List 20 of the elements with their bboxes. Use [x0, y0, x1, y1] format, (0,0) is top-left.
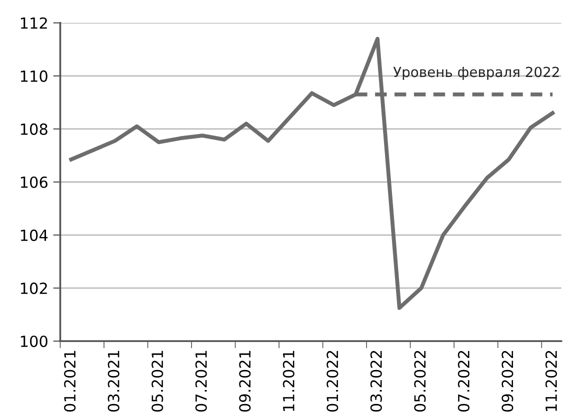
y-tick-label: 110: [20, 70, 48, 82]
x-tick-label: 07.2022: [458, 350, 470, 412]
x-tick-label: 03.2021: [108, 350, 120, 412]
x-tick-label: 05.2022: [414, 350, 426, 412]
y-tick-label: 100: [20, 336, 48, 348]
y-tick-label: 108: [20, 123, 48, 135]
y-tick-label: 112: [20, 17, 47, 29]
x-tick-label: 09.2021: [239, 350, 251, 412]
y-tick-label: 106: [20, 176, 48, 188]
x-tick-label: 09.2022: [502, 350, 514, 412]
y-tick-label: 104: [20, 230, 48, 242]
y-tick-label: 102: [20, 282, 47, 294]
x-tick-label: 07.2021: [195, 350, 207, 412]
x-tick-label: 03.2022: [370, 350, 382, 412]
x-tick-label: 11.2021: [282, 350, 294, 411]
series-label: Уровень февраля 2022: [393, 66, 559, 80]
x-tick-label: 01.2021: [64, 350, 76, 412]
x-tick-label: 11.2022: [545, 350, 557, 411]
x-tick-label: 01.2022: [326, 350, 338, 412]
x-tick-label: 05.2021: [152, 350, 164, 412]
